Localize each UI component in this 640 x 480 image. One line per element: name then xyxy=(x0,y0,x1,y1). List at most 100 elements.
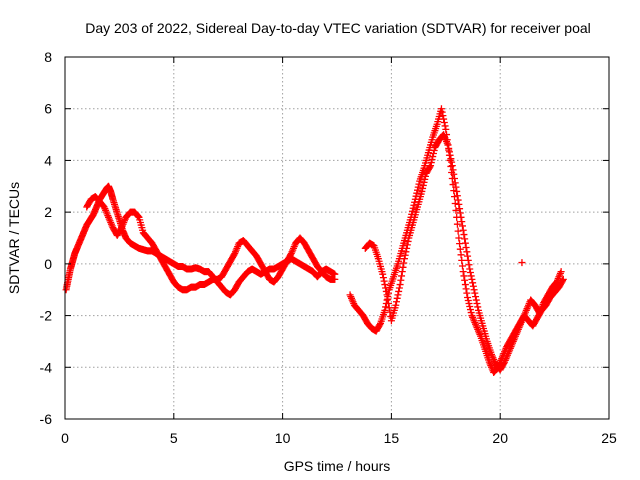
data-point xyxy=(474,303,482,311)
data-point xyxy=(445,144,453,152)
data-point xyxy=(379,270,387,278)
data-point xyxy=(444,141,452,149)
data-point xyxy=(421,175,429,183)
data-point xyxy=(382,287,390,295)
data-point xyxy=(458,262,466,270)
data-point xyxy=(500,359,508,367)
data-point xyxy=(451,175,459,183)
data-point xyxy=(427,162,435,170)
x-tick-label: 5 xyxy=(170,430,178,446)
data-point xyxy=(442,125,450,133)
data-point xyxy=(471,289,479,297)
data-point xyxy=(409,204,417,212)
data-point xyxy=(518,259,526,267)
data-point xyxy=(395,287,403,295)
data-point xyxy=(472,293,480,301)
data-point xyxy=(465,261,473,269)
data-point xyxy=(466,265,474,273)
data-point xyxy=(403,241,411,249)
series-group xyxy=(346,105,567,376)
data-point xyxy=(382,284,390,292)
data-point xyxy=(452,183,460,191)
data-point xyxy=(396,281,404,289)
data-point xyxy=(445,148,453,156)
data-point xyxy=(455,200,463,208)
grid-lines xyxy=(65,57,609,419)
data-point xyxy=(440,119,448,127)
data-point xyxy=(466,268,474,276)
data-point xyxy=(419,181,427,189)
data-point xyxy=(438,108,446,116)
data-point xyxy=(463,289,471,297)
series-group xyxy=(83,193,339,294)
data-point xyxy=(403,244,411,252)
data-point xyxy=(384,295,392,303)
series-group xyxy=(361,131,565,374)
data-point xyxy=(410,201,418,209)
data-points xyxy=(62,105,567,376)
data-point xyxy=(461,276,469,284)
data-point xyxy=(454,196,462,204)
y-tick-label: 0 xyxy=(44,256,52,272)
data-point xyxy=(448,162,456,170)
data-point xyxy=(428,156,436,164)
y-tick-label: 8 xyxy=(44,49,52,65)
data-point xyxy=(458,218,466,226)
data-point xyxy=(465,300,473,308)
data-point xyxy=(397,276,405,284)
x-tick-label: 10 xyxy=(275,430,291,446)
y-tick-label: 4 xyxy=(44,152,52,168)
data-point xyxy=(559,275,567,283)
data-point xyxy=(402,248,410,256)
data-point xyxy=(414,186,422,194)
data-point xyxy=(464,252,472,260)
data-point xyxy=(230,251,238,259)
data-point xyxy=(380,277,388,285)
data-point xyxy=(437,105,445,113)
data-point xyxy=(419,184,427,192)
data-point xyxy=(461,235,469,243)
series-group xyxy=(518,259,526,267)
data-point xyxy=(429,150,437,158)
data-point xyxy=(457,213,465,221)
data-point xyxy=(421,172,429,180)
data-point xyxy=(383,291,391,299)
data-point xyxy=(459,268,467,276)
x-tick-label: 20 xyxy=(492,430,508,446)
data-point xyxy=(463,248,471,256)
data-point xyxy=(398,272,406,280)
data-point xyxy=(469,279,477,287)
y-axis-label: SDTVAR / TECUs xyxy=(6,182,22,294)
data-point xyxy=(331,275,339,283)
plot-frame xyxy=(64,56,610,420)
data-point xyxy=(395,284,403,292)
data-point xyxy=(469,282,477,290)
data-point xyxy=(384,300,392,308)
data-point xyxy=(468,275,476,283)
data-point xyxy=(466,303,474,311)
data-point xyxy=(439,112,447,120)
data-point xyxy=(420,178,428,186)
data-point xyxy=(134,212,142,220)
data-point xyxy=(393,294,401,302)
data-point xyxy=(467,272,475,280)
y-tick-label: 6 xyxy=(44,101,52,117)
x-tick-label: 25 xyxy=(601,430,617,446)
data-point xyxy=(401,251,409,259)
data-point xyxy=(456,245,464,253)
data-point xyxy=(394,291,402,299)
data-point xyxy=(398,268,406,276)
data-point xyxy=(450,170,458,178)
data-point xyxy=(414,183,422,191)
data-point xyxy=(461,281,469,289)
data-point xyxy=(464,256,472,264)
data-point xyxy=(440,115,448,123)
data-point xyxy=(473,300,481,308)
data-point xyxy=(457,251,465,259)
data-point xyxy=(404,237,412,245)
data-point xyxy=(472,296,480,304)
data-point xyxy=(415,180,423,188)
axis-ticks: 0 5 10 15 20 25 -6 -4 -2 0 2 4 6 8 xyxy=(40,49,617,446)
data-point xyxy=(459,226,467,234)
